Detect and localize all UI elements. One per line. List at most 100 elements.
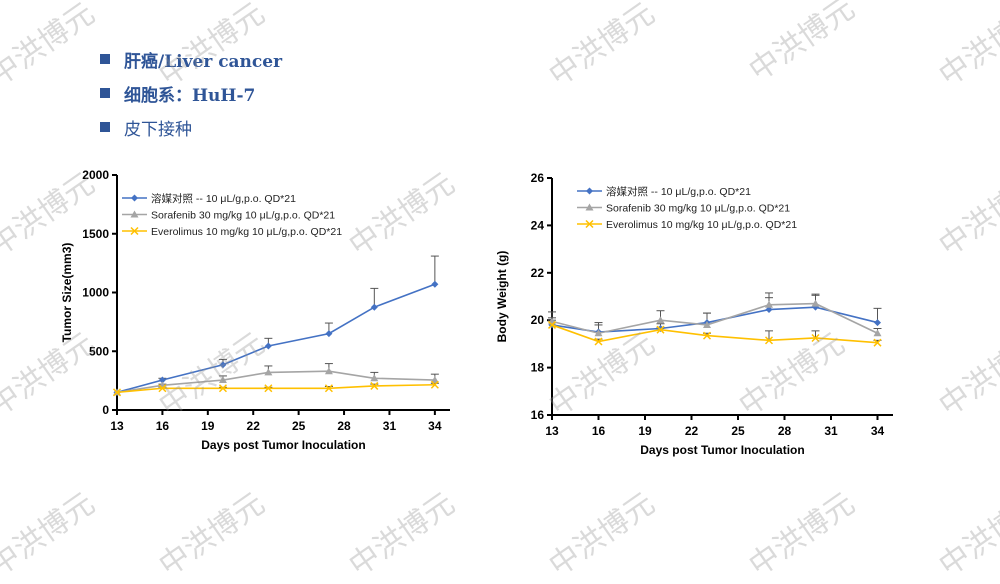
- tumor-size-chart: 0 500 1000 1500 2000 13 16 19 22 25 28 31 34 Days pos…: [60, 168, 450, 452]
- data-point: [702, 331, 712, 340]
- x-tick-label: 19: [201, 419, 215, 433]
- y-tick-label: 1000: [82, 286, 109, 300]
- y-tick-label: 26: [531, 171, 545, 185]
- watermark-text: 中洪博元: [742, 0, 862, 89]
- data-point: [130, 226, 139, 236]
- bullet-cancer-type: 肝癌/Liver cancer: [100, 42, 282, 76]
- data-point: [874, 319, 881, 327]
- bullet-cell-line: 细胞系：HuH-7: [100, 76, 282, 110]
- watermark-text: 中洪博元: [542, 0, 662, 94]
- data-point: [656, 316, 665, 324]
- data-point: [430, 376, 439, 384]
- data-point: [131, 194, 138, 202]
- watermark-text: 中洪博元: [152, 486, 272, 584]
- legend-label: 溶媒对照 -- 10 μL/g,p.o. QD*21: [606, 185, 751, 198]
- x-tick-label: 28: [337, 419, 351, 433]
- y-axis-label: Body Weight (g): [495, 251, 509, 343]
- y-axis-label: Tumor Size(mm3): [60, 243, 74, 343]
- y-tick-label: 2000: [82, 168, 109, 182]
- legend-label: Everolimus 10 mg/kg 10 μL/g,p.o. QD*21: [151, 226, 342, 238]
- data-point: [811, 333, 820, 343]
- watermark-text: 中洪博元: [742, 486, 862, 584]
- bullet-square-icon: [100, 122, 110, 132]
- legend-label: Sorafenib 30 mg/kg 10 μL/g,p.o. QD*21: [151, 210, 335, 222]
- x-tick-label: 34: [871, 424, 885, 438]
- data-point: [430, 380, 439, 389]
- watermark-text: 中洪博元: [0, 0, 102, 94]
- data-point: [594, 337, 603, 346]
- data-point: [370, 374, 379, 382]
- data-point: [264, 342, 272, 350]
- data-point: [873, 329, 882, 337]
- x-tick-label: 16: [156, 419, 170, 433]
- legend-label: Everolimus 10 mg/kg 10 μL/g,p.o. QD*21: [606, 219, 797, 231]
- data-point: [586, 187, 593, 195]
- x-tick-label: 13: [545, 424, 559, 438]
- data-point: [325, 330, 333, 338]
- data-point: [765, 300, 773, 308]
- data-point: [811, 299, 820, 307]
- header-bullets: 肝癌/Liver cancer 细胞系：HuH-7 皮下接种: [100, 42, 282, 144]
- data-point: [158, 384, 167, 393]
- bullet-text: 细胞系：HuH-7: [124, 85, 256, 106]
- series-line: [116, 370, 435, 394]
- y-tick-label: 1500: [82, 227, 109, 241]
- data-point: [324, 367, 333, 375]
- x-tick-label: 22: [247, 419, 261, 433]
- x-tick-label: 13: [110, 419, 124, 433]
- data-point: [585, 219, 594, 229]
- watermark-text: 中洪博元: [542, 486, 662, 584]
- data-point: [547, 320, 557, 329]
- y-tick-label: 20: [531, 313, 545, 327]
- x-tick-label: 19: [638, 424, 652, 438]
- y-tick-label: 22: [531, 266, 545, 280]
- y-tick-label: 24: [531, 218, 545, 232]
- data-point: [764, 336, 774, 345]
- data-point: [703, 320, 711, 328]
- y-tick-label: 0: [102, 403, 109, 417]
- data-point: [370, 381, 379, 390]
- watermark-text: 中洪博元: [0, 486, 102, 584]
- x-tick-label: 34: [428, 419, 442, 433]
- y-tick-label: 18: [531, 361, 545, 375]
- watermark-text: 中洪博元: [932, 0, 1000, 94]
- watermark-text: 中洪博元: [342, 486, 462, 584]
- watermark-text: 中洪博元: [932, 486, 1000, 584]
- data-point: [594, 329, 603, 337]
- x-tick-label: 22: [685, 424, 699, 438]
- x-tick-label: 25: [292, 419, 306, 433]
- data-point: [431, 280, 439, 288]
- y-tick-label: 500: [89, 344, 109, 358]
- watermark-text: 中洪博元: [932, 326, 1000, 424]
- y-tick-label: 16: [531, 408, 545, 422]
- data-point: [656, 325, 665, 334]
- x-tick-label: 28: [778, 424, 792, 438]
- bullet-text: 皮下接种: [124, 119, 192, 140]
- bullet-inoculation: 皮下接种: [100, 110, 282, 144]
- x-tick-label: 16: [592, 424, 606, 438]
- legend-label: Sorafenib 30 mg/kg 10 μL/g,p.o. QD*21: [606, 203, 790, 215]
- data-point: [264, 368, 273, 376]
- data-point: [585, 203, 594, 211]
- legend-label: 溶媒对照 -- 10 μL/g,p.o. QD*21: [151, 192, 296, 205]
- data-point: [112, 388, 122, 397]
- series-line: [116, 283, 436, 394]
- x-axis-label: Days post Tumor Inoculation: [640, 443, 804, 457]
- x-tick-label: 25: [731, 424, 745, 438]
- data-point: [370, 303, 378, 311]
- bullet-text: 肝癌/Liver cancer: [124, 51, 283, 72]
- data-point: [812, 303, 819, 311]
- series-line: [551, 302, 878, 335]
- series-line: [551, 306, 878, 333]
- x-tick-label: 31: [824, 424, 838, 438]
- x-tick-label: 31: [383, 419, 397, 433]
- bullet-square-icon: [100, 54, 110, 64]
- data-point: [873, 338, 882, 347]
- data-point: [158, 376, 166, 384]
- data-point: [219, 361, 227, 369]
- data-point: [130, 210, 139, 218]
- bullet-square-icon: [100, 88, 110, 98]
- data-point: [218, 376, 227, 384]
- data-point: [324, 384, 333, 393]
